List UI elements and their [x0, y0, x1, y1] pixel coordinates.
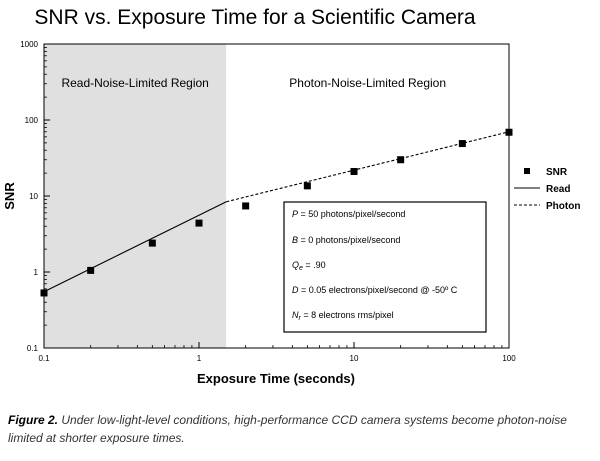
parameter-line: B = 0 photons/pixel/second [292, 235, 400, 245]
chart-title: SNR vs. Exposure Time for a Scientific C… [34, 6, 475, 29]
parameter-line: Qe = .90 [292, 260, 326, 272]
snr-point [458, 140, 466, 148]
legend: SNR Read Photon [514, 167, 580, 212]
legend-snr-label: SNR [546, 167, 568, 178]
x-tick-label: 0.1 [38, 354, 50, 363]
snr-point [397, 156, 405, 164]
x-tick-label: 1 [197, 354, 202, 363]
y-tick-label: 10 [29, 192, 38, 201]
parameter-line: Nr = 8 electrons rms/pixel [292, 310, 394, 322]
snr-point [242, 202, 250, 210]
y-tick-label: 1000 [20, 40, 38, 49]
y-tick-label: 1 [34, 268, 39, 277]
figure-caption: Figure 2. Under low-light-level conditio… [8, 411, 592, 447]
parameter-box: P = 50 photons/pixel/second B = 0 photons… [283, 201, 487, 333]
snr-point [350, 168, 358, 176]
x-tick-label: 100 [502, 354, 516, 363]
y-tick-label: 0.1 [27, 344, 39, 353]
snr-point [87, 266, 95, 274]
x-tick-label: 10 [350, 354, 359, 363]
x-axis-title: Exposure Time (seconds) [197, 371, 355, 386]
legend-snr-marker [524, 168, 530, 174]
region-1-label: Photon-Noise-Limited Region [289, 76, 446, 90]
y-axis-title: SNR [2, 182, 17, 210]
read-line [43, 201, 227, 293]
region-0-background [44, 44, 227, 348]
y-tick-label: 100 [25, 116, 39, 125]
figure-label: Figure 2. [8, 413, 59, 427]
snr-point [505, 128, 513, 136]
legend-photon-label: Photon [546, 201, 580, 212]
snr-point [195, 219, 203, 227]
region-0-label: Read-Noise-Limited Region [61, 76, 208, 90]
legend-read-label: Read [546, 184, 570, 195]
parameter-line: D = 0.05 electrons/pixel/second @ -50º C [292, 285, 458, 295]
snr-point [40, 289, 48, 297]
caption-text: Under low-light-level conditions, high-p… [8, 413, 567, 445]
snr-chart: SNR vs. Exposure Time for a Scientific C… [2, 6, 580, 386]
snr-point [148, 239, 156, 247]
parameter-line: P = 50 photons/pixel/second [292, 209, 405, 219]
parameter-box-border [283, 201, 487, 333]
snr-point [303, 182, 311, 190]
